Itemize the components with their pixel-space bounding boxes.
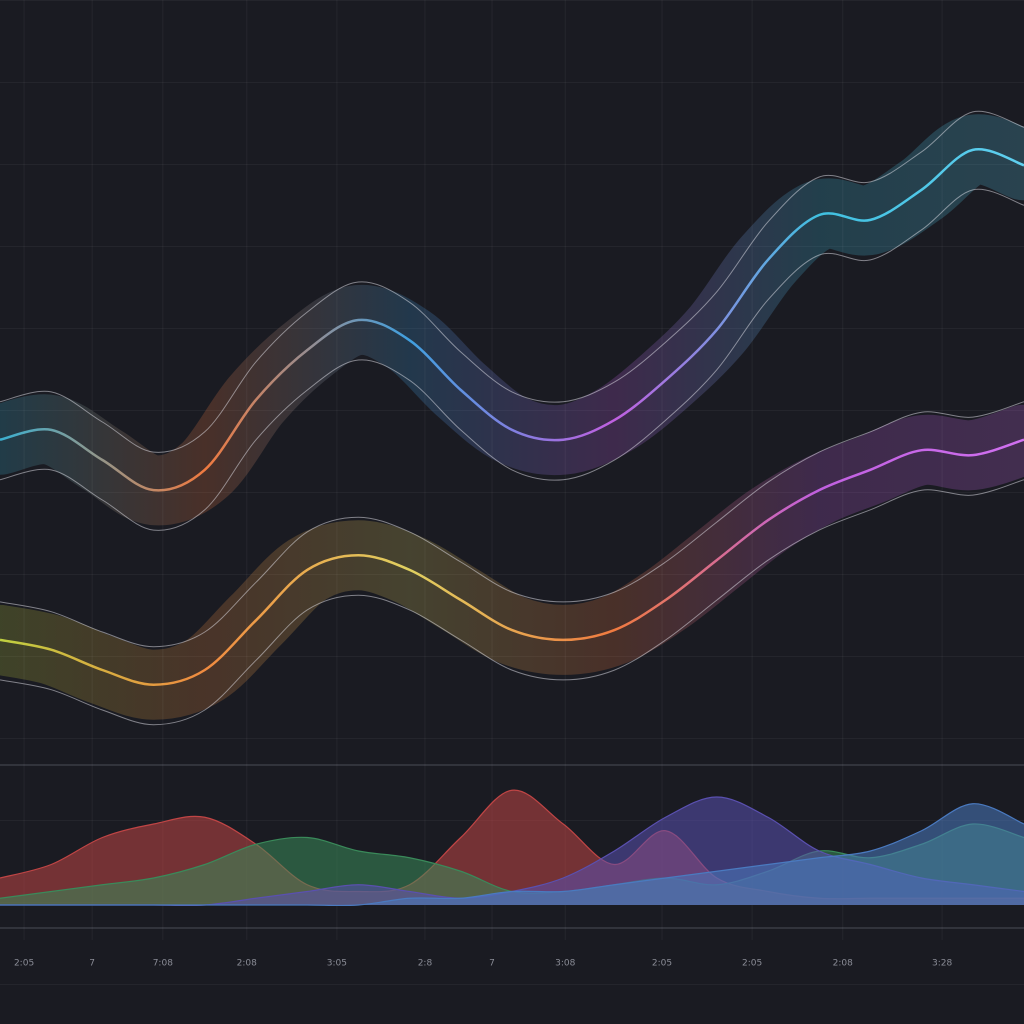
x-tick-label: 2:05 [14, 959, 34, 969]
line [0, 438, 1024, 686]
x-tick-label: 2:8 [418, 959, 433, 969]
x-tick-label: 3:05 [327, 959, 347, 969]
area-line [0, 803, 1024, 907]
band-edge [0, 110, 1024, 453]
band-edge [0, 479, 1024, 726]
x-tick-label: 2:08 [833, 959, 853, 969]
x-tick-label: 7 [489, 959, 495, 969]
x-tick-label: 3:28 [932, 959, 952, 969]
x-tick-label: 2:05 [652, 959, 672, 969]
x-tick-label: 7 [89, 959, 95, 969]
x-tick-label: 2:05 [742, 959, 762, 969]
area [0, 803, 1024, 906]
x-tick-label: 2:08 [237, 959, 257, 969]
x-tick-label: 7:08 [153, 959, 173, 969]
band-edge [0, 401, 1024, 648]
line [0, 148, 1024, 492]
x-tick-label: 3:08 [555, 959, 575, 969]
band-edge [0, 188, 1024, 531]
